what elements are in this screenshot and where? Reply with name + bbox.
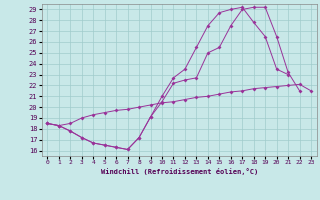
X-axis label: Windchill (Refroidissement éolien,°C): Windchill (Refroidissement éolien,°C)	[100, 168, 258, 175]
